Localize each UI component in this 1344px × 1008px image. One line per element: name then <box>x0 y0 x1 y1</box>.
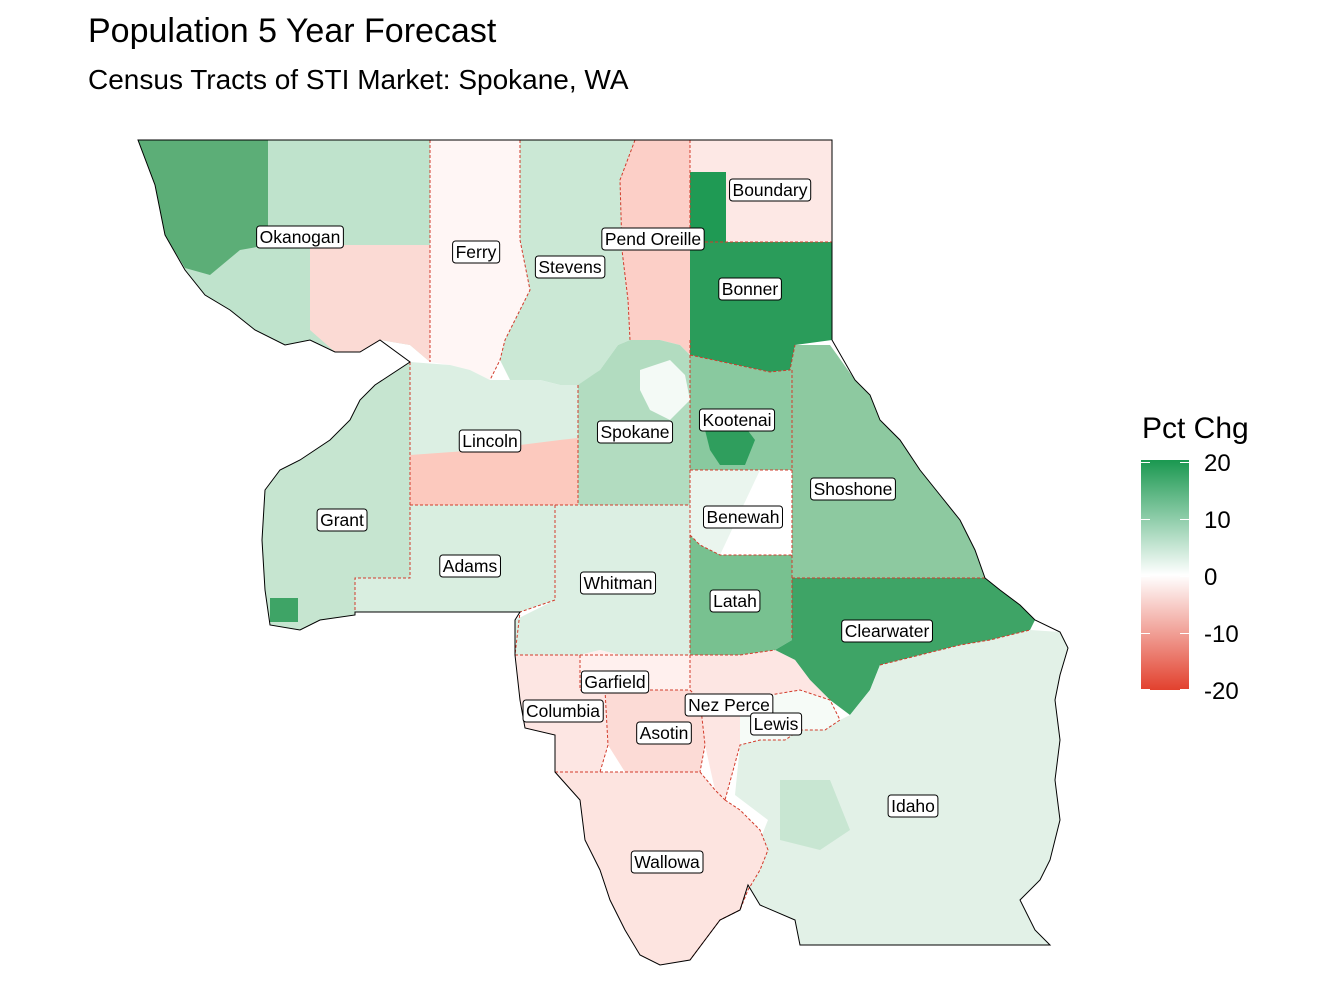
county-label-box <box>579 571 657 595</box>
county-label-text: Columbia <box>526 701 600 721</box>
county-okanogan-west <box>138 140 268 275</box>
county-grant <box>262 362 410 630</box>
county-okanogan-east <box>310 245 430 362</box>
county-label-box <box>534 255 606 279</box>
county-label-text: Boundary <box>733 180 808 200</box>
county-label-okanogan: Okanogan <box>256 225 344 249</box>
county-label-box <box>718 277 782 301</box>
county-label-text: Spokane <box>600 422 669 442</box>
county-label-adams: Adams <box>439 554 501 578</box>
county-shoshone <box>790 345 985 578</box>
county-label-text: Shoshone <box>814 479 893 499</box>
county-label-clearwater: Clearwater <box>841 619 933 643</box>
map-subtitle: Census Tracts of STI Market: Spokane, WA <box>88 64 629 95</box>
county-label-kootenai: Kootenai <box>698 408 776 432</box>
county-label-text: Whitman <box>583 573 652 593</box>
county-label-box <box>887 794 939 818</box>
county-label-boundary: Boundary <box>729 178 812 202</box>
county-label-garfield: Garfield <box>580 670 650 694</box>
county-label-columbia: Columbia <box>522 699 604 723</box>
county-label-box <box>630 850 704 874</box>
county-label-text: Lincoln <box>462 431 517 451</box>
county-lincoln-south <box>410 438 578 505</box>
county-label-stevens: Stevens <box>534 255 606 279</box>
county-label-nez-perce: Nez Perce <box>684 693 774 717</box>
legend-tick-label: -10 <box>1204 621 1239 648</box>
county-label-text: Okanogan <box>260 227 341 247</box>
county-label-shoshone: Shoshone <box>810 477 896 501</box>
county-label-lewis: Lewis <box>750 712 803 736</box>
county-label-pend-oreille: Pend Oreille <box>601 227 705 251</box>
county-label-benewah: Benewah <box>703 505 783 529</box>
map-title: Population 5 Year Forecast <box>88 12 497 50</box>
county-boundary-green <box>690 172 726 242</box>
legend-tick-label: 0 <box>1204 564 1218 591</box>
county-label-box <box>458 429 522 453</box>
county-label-text: Idaho <box>891 796 935 816</box>
county-label-text: Adams <box>443 556 498 576</box>
county-label-box <box>452 240 501 264</box>
county-label-text: Lewis <box>754 714 799 734</box>
county-label-box <box>703 505 783 529</box>
county-label-spokane: Spokane <box>596 420 674 444</box>
market-outline <box>137 139 1069 966</box>
legend-tick-label: 20 <box>1204 450 1231 477</box>
county-label-box <box>750 712 803 736</box>
county-label-box <box>439 554 501 578</box>
county-label-text: Nez Perce <box>688 695 770 715</box>
county-label-box <box>841 619 933 643</box>
county-label-lincoln: Lincoln <box>458 429 522 453</box>
county-label-wallowa: Wallowa <box>630 850 704 874</box>
county-label-box <box>256 225 344 249</box>
legend-color-bar <box>1141 460 1189 690</box>
county-label-text: Asotin <box>640 723 689 743</box>
county-label-box <box>522 699 604 723</box>
county-label-whitman: Whitman <box>579 571 657 595</box>
county-label-box <box>729 178 812 202</box>
county-label-box <box>596 420 674 444</box>
county-label-box <box>810 477 896 501</box>
county-idaho <box>735 630 1068 945</box>
county-label-box <box>709 589 761 613</box>
county-label-grant: Grant <box>316 508 368 532</box>
county-label-text: Benewah <box>707 507 780 527</box>
county-label-text: Pend Oreille <box>605 229 701 249</box>
county-label-text: Stevens <box>538 257 601 277</box>
county-label-text: Clearwater <box>845 621 930 641</box>
tract-spokane-core <box>640 360 690 420</box>
county-label-text: Wallowa <box>634 852 700 872</box>
county-label-asotin: Asotin <box>636 721 692 745</box>
tract-grant-green <box>270 598 298 622</box>
county-label-text: Garfield <box>584 672 645 692</box>
legend-tick-label: -20 <box>1204 678 1239 705</box>
county-label-box <box>601 227 705 251</box>
county-label-idaho: Idaho <box>887 794 939 818</box>
county-idaho-inner <box>780 780 850 850</box>
county-label-latah: Latah <box>709 589 761 613</box>
county-label-text: Latah <box>713 591 757 611</box>
county-label-box <box>316 508 368 532</box>
county-label-bonner: Bonner <box>718 277 782 301</box>
county-clearwater <box>775 578 1035 715</box>
county-label-text: Ferry <box>456 242 497 262</box>
county-label-box <box>580 670 650 694</box>
legend-title: Pct Chg <box>1142 412 1249 445</box>
county-label-text: Grant <box>320 510 364 530</box>
county-label-box <box>698 408 776 432</box>
county-label-text: Bonner <box>722 279 779 299</box>
county-label-text: Kootenai <box>702 410 771 430</box>
legend-tick-label: 10 <box>1204 507 1231 534</box>
county-bonner <box>690 242 832 372</box>
county-label-box <box>684 693 774 717</box>
county-label-ferry: Ferry <box>452 240 501 264</box>
county-label-box <box>636 721 692 745</box>
